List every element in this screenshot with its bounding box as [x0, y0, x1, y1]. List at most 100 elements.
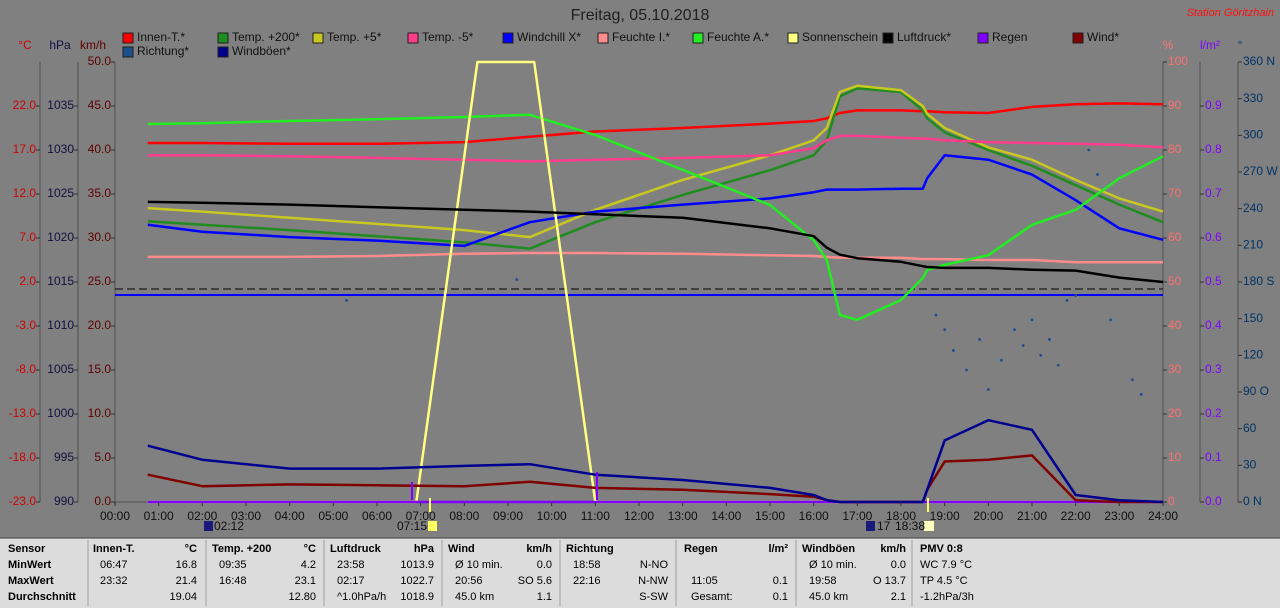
table-cell: 12.80 [288, 591, 316, 603]
y-tick-label: 270 W [1243, 164, 1278, 178]
direction-point [986, 388, 990, 391]
row-label: MinWert [8, 559, 52, 571]
y-tick-label: 0.2 [1205, 406, 1222, 420]
table-header: Sensor [8, 543, 46, 555]
sunrise-icon [428, 521, 437, 531]
x-tick-label: 04:00 [275, 509, 305, 523]
y-tick-label: 80 [1168, 142, 1182, 156]
legend-label: Windchill X* [517, 30, 581, 44]
table-cell: Ø 10 min. [809, 559, 857, 571]
table-header: Temp. +200 [212, 543, 271, 555]
axis-unit: % [1163, 38, 1174, 52]
legend-swatch [217, 32, 229, 44]
direction-point [1021, 344, 1025, 347]
table-cell: 21.4 [176, 575, 197, 587]
direction-point [1013, 328, 1016, 332]
x-tick-label: 13:00 [668, 509, 698, 523]
table-header: Innen-T. [93, 543, 135, 555]
x-tick-label: 07:00 [406, 509, 436, 523]
table-cell: 09:35 [219, 559, 247, 571]
y-tick-label: 0.9 [1205, 98, 1222, 112]
table-cell: 16.8 [176, 559, 197, 571]
legend-label: Temp. -5* [422, 30, 474, 44]
table-cell: WC 7.9 °C [920, 559, 972, 571]
table-cell: 1018.9 [400, 591, 434, 603]
table-cell: 1022.7 [400, 575, 434, 587]
direction-point [1109, 318, 1112, 322]
y-tick-label: 0.4 [1205, 318, 1222, 332]
table-cell: S-SW [639, 591, 668, 603]
direction-point [952, 349, 955, 352]
table-header: km/h [880, 543, 906, 555]
y-tick-label: 25.0 [88, 274, 112, 288]
x-tick-label: 20:00 [973, 509, 1003, 523]
annotation: 07:15 [397, 519, 427, 533]
table-cell: 19:58 [809, 575, 837, 587]
table-header: Regen [684, 543, 718, 555]
table-background [0, 538, 1280, 608]
table-cell: O 13.7 [873, 575, 906, 587]
stats-table: Sensor MinWert MaxWert Durchschnitt Innen-T.… [8, 540, 974, 606]
direction-point [515, 278, 519, 281]
table-cell: N-NW [638, 575, 669, 587]
x-tick-label: 21:00 [1017, 509, 1047, 523]
legend-label: Windböen* [232, 44, 291, 58]
table-cell: ^1.0hPa/h [337, 591, 386, 603]
legend-label: Sonnenschein [802, 30, 878, 44]
y-tick-label: 0.3 [1205, 362, 1222, 376]
y-tick-label: 40.0 [88, 142, 112, 156]
y-tick-label: 1000 [47, 406, 74, 420]
direction-point [965, 368, 968, 372]
y-tick-label: 10.0 [88, 406, 112, 420]
annotation: 17 [877, 519, 891, 533]
table-cell: 20:56 [455, 575, 483, 587]
y-tick-label: 995 [54, 450, 74, 464]
y-tick-label: 1030 [47, 142, 74, 156]
table-cell: 23.1 [295, 575, 316, 587]
x-tick-label: 10:00 [537, 509, 567, 523]
table-cell: Gesamt: [691, 591, 733, 603]
y-tick-label: 180 S [1243, 274, 1274, 288]
y-tick-label: 15.0 [88, 362, 112, 376]
x-tick-label: 05:00 [318, 509, 348, 523]
legend-label: Feuchte A.* [707, 30, 769, 44]
direction-point [1000, 358, 1003, 362]
legend-label: Regen [992, 30, 1027, 44]
table-header: °C [185, 543, 197, 555]
row-label: MaxWert [8, 575, 54, 587]
direction-point [978, 338, 981, 341]
legend-swatch [882, 32, 894, 44]
table-cell: -1.2hPa/3h [920, 591, 974, 603]
table-cell: 22:16 [573, 575, 601, 587]
legend-swatch [1072, 32, 1084, 44]
table-cell: 23:32 [100, 575, 128, 587]
y-tick-label: -8.0 [15, 362, 36, 376]
x-tick-label: 02:00 [187, 509, 217, 523]
y-tick-label: 0.0 [94, 494, 111, 508]
y-tick-label: 50.0 [88, 54, 112, 68]
y-tick-label: 210 [1243, 238, 1263, 252]
y-tick-label: 330 [1243, 91, 1263, 105]
x-tick-label: 08:00 [449, 509, 479, 523]
y-tick-label: 90 [1168, 98, 1182, 112]
y-tick-label: 990 [54, 494, 74, 508]
x-tick-label: 23:00 [1104, 509, 1134, 523]
table-header: °C [304, 543, 316, 555]
table-header: Richtung [566, 543, 614, 555]
legend-swatch [122, 32, 134, 44]
y-tick-label: 20 [1168, 406, 1182, 420]
table-cell: SO 5.6 [518, 575, 552, 587]
y-tick-label: 1015 [47, 274, 74, 288]
table-cell: TP 4.5 °C [920, 575, 968, 587]
axis-unit: km/h [80, 38, 106, 52]
y-tick-label: 0.6 [1205, 230, 1222, 244]
x-tick-label: 24:00 [1148, 509, 1178, 523]
legend-swatch [977, 32, 989, 44]
table-cell: 0.0 [537, 559, 552, 571]
y-tick-label: 17.0 [13, 142, 37, 156]
y-tick-label: 22.0 [13, 98, 37, 112]
y-tick-label: 0 [1168, 494, 1175, 508]
y-tick-label: 30 [1243, 458, 1257, 472]
series-line [147, 154, 1164, 248]
